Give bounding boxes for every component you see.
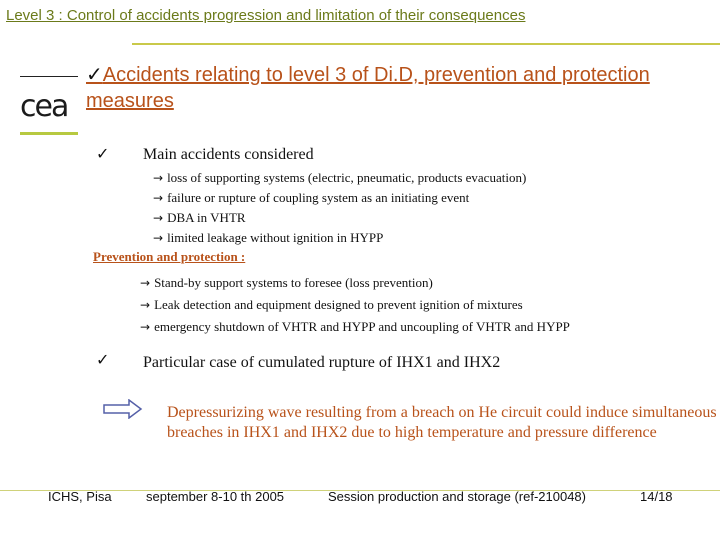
list-item: → emergency shutdown of VHTR and HYPP and… [140, 319, 570, 334]
list-item: → Leak detection and equipment designed t… [140, 297, 523, 312]
footer-session: Session production and storage (ref-2100… [328, 489, 586, 504]
arrow-right-icon: → [153, 231, 164, 245]
list-item: → failure or rupture of coupling system a… [153, 190, 470, 205]
logo-bottom-bar [20, 132, 78, 135]
depressurizing-text: Depressurizing wave resulting from a bre… [167, 404, 717, 441]
cea-logo: cea [20, 89, 69, 124]
arrow-right-icon: → [153, 211, 164, 225]
arrow-right-icon: → [153, 171, 164, 185]
footer-divider [0, 490, 720, 491]
list-item: → DBA in VHTR [153, 210, 246, 225]
main-heading: ✓Accidents relating to level 3 of Di.D, … [86, 61, 716, 114]
title-divider [132, 43, 720, 45]
list-item: → Stand-by support systems to foresee (lo… [140, 275, 433, 290]
list-item: → loss of supporting systems (electric, p… [153, 170, 527, 185]
check-icon: ✓ [96, 350, 110, 369]
particular-case-label: Particular case of cumulated rupture of … [143, 354, 501, 371]
main-heading-text: Accidents relating to level 3 of Di.D, p… [86, 64, 650, 112]
outline-arrow-icon [103, 399, 143, 419]
arrow-right-icon: → [153, 191, 164, 205]
cea-logo-text: cea [20, 89, 67, 124]
slide-title: Level 3 : Control of accidents progressi… [6, 7, 526, 24]
logo-top-bar [20, 76, 78, 77]
main-accidents-list: → loss of supporting systems (electric, p… [153, 168, 526, 248]
arrow-right-icon: → [140, 276, 151, 290]
heading-check-icon: ✓ [86, 62, 103, 86]
arrow-right-icon: → [140, 298, 151, 312]
page-number: 14/18 [640, 489, 673, 504]
footer-venue: ICHS, Pisa [48, 489, 112, 504]
footer-date: september 8-10 th 2005 [146, 489, 285, 504]
arrow-right-icon: → [140, 320, 151, 334]
prevention-list: → Stand-by support systems to foresee (lo… [140, 272, 570, 338]
prevention-heading: Prevention and protection : [93, 249, 246, 264]
check-icon: ✓ [96, 144, 110, 163]
list-item: → limited leakage without ignition in HYP… [153, 230, 384, 245]
main-accidents-label: Main accidents considered [143, 146, 314, 163]
